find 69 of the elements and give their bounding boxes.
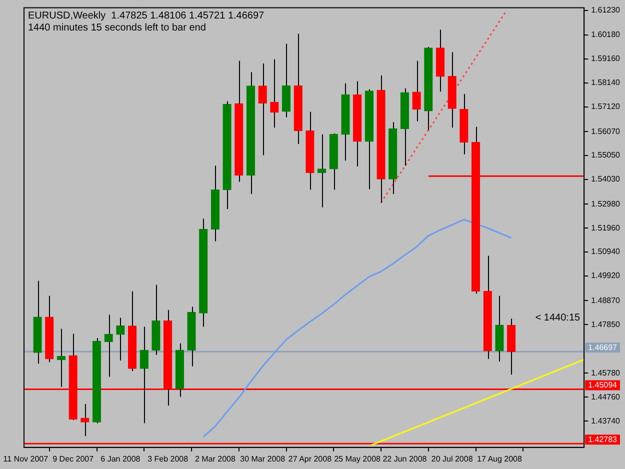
y-tick-label: 1.51960 xyxy=(591,223,621,232)
y-tick-label: 1.47850 xyxy=(591,320,621,329)
y-tick-label: 1.60180 xyxy=(591,30,621,40)
y-tick-label: 1.54030 xyxy=(591,174,621,184)
y-tick-label: 1.50940 xyxy=(591,247,621,256)
candlestick xyxy=(317,134,326,208)
candlestick xyxy=(33,280,42,364)
candlestick xyxy=(234,60,244,182)
ref-line-label: 1.46697 xyxy=(588,342,618,352)
y-tick-label: 1.43740 xyxy=(591,416,621,426)
candlestick xyxy=(222,100,232,210)
candlestick xyxy=(306,111,314,190)
x-tick-label: 6 Jan 2008 xyxy=(100,454,141,464)
x-tick-label: 22 Jun 2008 xyxy=(382,454,428,464)
y-tick-label: 1.48870 xyxy=(591,296,621,305)
candlestick xyxy=(400,88,410,166)
x-tick-label: 17 Aug 2008 xyxy=(477,454,522,464)
candlestick xyxy=(460,93,468,155)
x-tick-label: 20 Jul 2008 xyxy=(431,454,474,464)
x-tick-label: 25 May 2008 xyxy=(334,454,382,464)
candlestick xyxy=(210,165,220,242)
annotation: < 1440:15 xyxy=(535,312,581,324)
candlestick xyxy=(412,60,421,122)
y-tick-label: 1.55050 xyxy=(591,150,621,160)
candlestick xyxy=(495,295,504,362)
x-tick-label: 11 Nov 2007 xyxy=(3,454,49,464)
y-tick-label: 1.56070 xyxy=(591,126,621,136)
candlestick xyxy=(341,82,350,162)
x-tick-label: 27 Apr 2008 xyxy=(288,454,332,464)
candlestick xyxy=(506,318,516,376)
y-tick-label: 1.45780 xyxy=(591,368,621,378)
candlestick xyxy=(92,337,102,424)
candlestick xyxy=(364,88,374,190)
candlestick xyxy=(128,290,137,372)
candlestick xyxy=(436,29,445,92)
candlestick xyxy=(424,46,433,131)
text: 1440 minutes 15 seconds left to bar end xyxy=(28,22,206,34)
y-tick-label: 1.61230 xyxy=(591,6,621,15)
candlestick xyxy=(246,72,256,195)
y-tick-label: 1.44760 xyxy=(591,392,621,402)
candlestick xyxy=(80,403,90,437)
candlestick xyxy=(187,306,196,367)
candlestick xyxy=(199,218,208,328)
x-tick-label: 3 Feb 2008 xyxy=(148,454,189,464)
candlestick xyxy=(152,284,160,356)
candlestick xyxy=(56,328,66,388)
ref-line-label: 1.42783 xyxy=(588,434,618,444)
candlestick xyxy=(376,74,386,204)
y-tick-label: 1.59160 xyxy=(591,54,621,64)
ref-line-label: 1.45094 xyxy=(588,380,618,390)
candlestick xyxy=(45,295,54,363)
candlestick xyxy=(258,62,267,156)
y-tick-label: 1.52980 xyxy=(591,199,621,208)
candlestick xyxy=(448,52,456,128)
candlestick xyxy=(282,43,291,118)
x-tick-label: 30 Mar 2008 xyxy=(240,454,286,464)
candlestick xyxy=(483,255,492,360)
candlestick xyxy=(140,326,148,424)
candlestick xyxy=(388,122,398,195)
candlestick xyxy=(329,132,338,190)
y-tick-label: 1.49920 xyxy=(591,271,621,280)
chart-title: EURUSD,Weekly 1.47825 1.48106 1.45721 1.46697 xyxy=(28,10,265,22)
x-tick-label: 9 Dec 2007 xyxy=(52,454,94,464)
candlestick xyxy=(294,33,302,144)
x-tick-label: 2 Mar 2008 xyxy=(194,454,236,464)
candlestick xyxy=(353,80,362,168)
y-tick-label: 1.58140 xyxy=(591,78,621,88)
y-tick-label: 1.57120 xyxy=(591,102,621,112)
candlestick xyxy=(175,342,184,398)
